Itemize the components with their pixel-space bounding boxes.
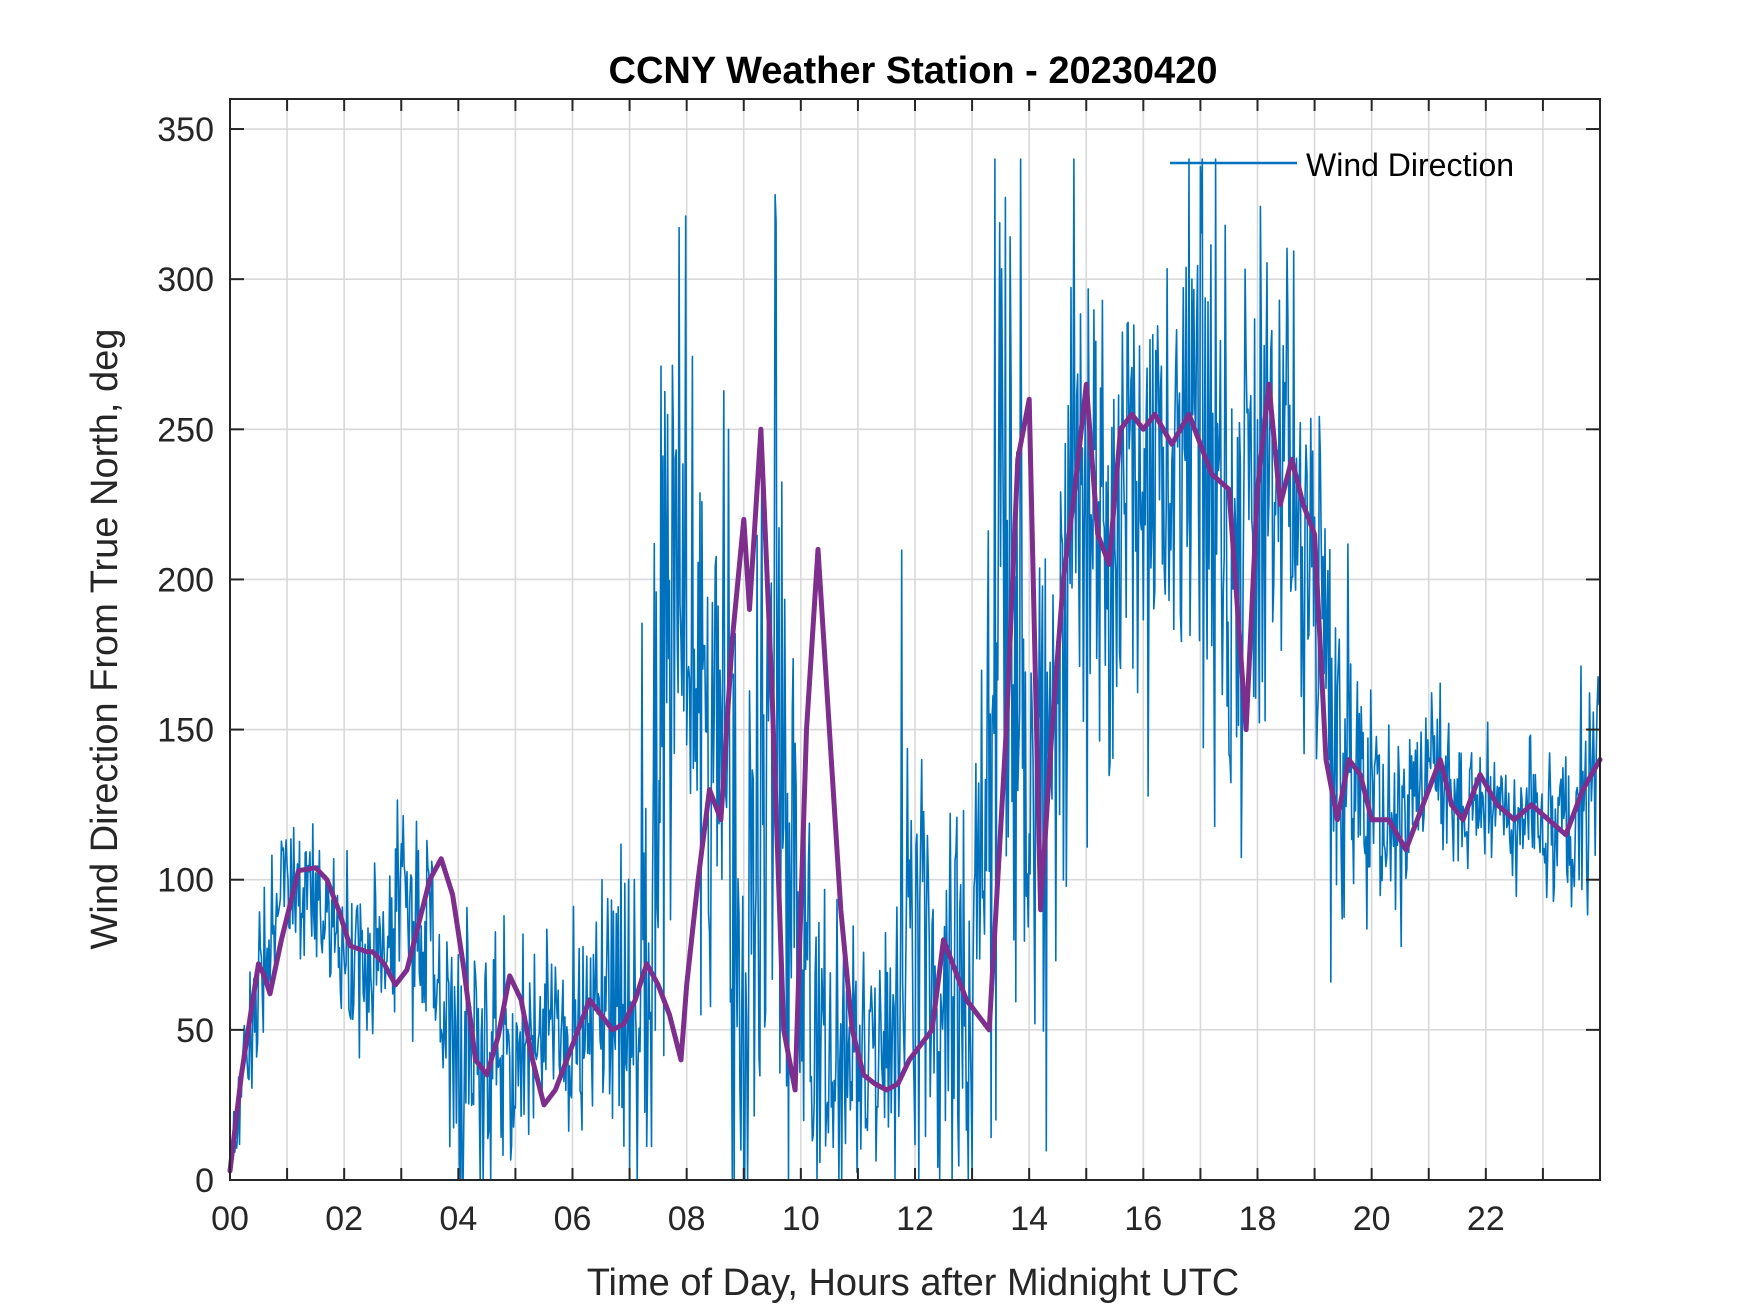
x-tick-label: 08 [668, 1200, 706, 1238]
x-tick-label: 12 [896, 1200, 934, 1238]
series-line-running-mean [227, 381, 1603, 1174]
y-axis-label: Wind Direction From True North, deg [84, 329, 126, 950]
y-tick-label: 300 [157, 261, 214, 299]
x-tick-label: 04 [439, 1200, 477, 1238]
x-tick-label: 10 [782, 1200, 820, 1238]
y-tick-label: 100 [157, 862, 214, 900]
x-tick-label: 20 [1353, 1200, 1391, 1238]
y-tick-label: 350 [157, 111, 214, 149]
series-layer [227, 158, 1603, 1181]
y-tick-labels: 0 50 100 150 200 250 300 350 [157, 111, 214, 1200]
x-tick-label: 00 [211, 1200, 249, 1238]
y-tick-label: 200 [157, 561, 214, 599]
y-tick-label: 50 [176, 1012, 214, 1050]
series-line-wind-direction [229, 158, 1601, 1181]
x-tick-labels: 00 02 04 06 08 10 12 14 16 18 20 22 [211, 1200, 1505, 1238]
x-tick-label: 16 [1124, 1200, 1162, 1238]
x-tick-label: 18 [1239, 1200, 1277, 1238]
y-tick-label: 250 [157, 411, 214, 449]
x-tick-label: 02 [325, 1200, 363, 1238]
legend-label-wind-direction: Wind Direction [1306, 147, 1514, 183]
x-tick-label: 14 [1010, 1200, 1048, 1238]
legend: Wind Direction [1170, 147, 1514, 183]
y-tick-label: 0 [195, 1162, 214, 1200]
chart-title: CCNY Weather Station - 20230420 [609, 50, 1218, 92]
y-tick-label: 150 [157, 712, 214, 750]
tick-marks [230, 99, 1600, 1181]
x-axis-label: Time of Day, Hours after Midnight UTC [587, 1262, 1240, 1304]
x-tick-label: 06 [554, 1200, 592, 1238]
x-tick-label: 22 [1467, 1200, 1505, 1238]
